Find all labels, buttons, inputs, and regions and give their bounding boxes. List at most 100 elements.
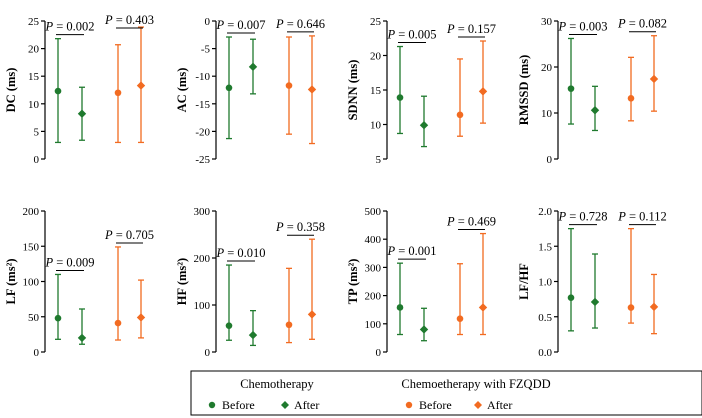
median-marker-before <box>396 94 404 101</box>
y-tick-label: 100 <box>23 277 40 289</box>
legend-fzqdd-before-label: Before <box>419 398 452 412</box>
y-tick-label: 0 <box>205 347 211 359</box>
median-marker-after <box>136 81 146 90</box>
median-marker-before <box>396 304 404 311</box>
p-value-fzqdd: P = 0.157 <box>446 22 496 36</box>
y-tick-label: 0.5 <box>538 312 552 324</box>
legend-fzqdd-title: Chemoetherapy with FZQDD <box>401 377 550 391</box>
median-marker-after <box>478 303 488 312</box>
median-marker-after <box>307 85 317 94</box>
legend-fzqdd-after-label: After <box>487 398 512 412</box>
y-tick-label: 300 <box>365 262 382 274</box>
p-value-fzqdd: P = 0.705 <box>104 228 154 242</box>
median-marker-before <box>567 85 575 92</box>
legend-chemo-title: Chemotherapy <box>240 377 314 391</box>
y-tick-label: -5 <box>201 44 211 56</box>
y-tick-label: 25 <box>28 16 40 28</box>
y-tick-label: 100 <box>365 319 382 331</box>
y-tick-label: 50 <box>28 312 40 324</box>
median-marker-before <box>285 82 293 89</box>
p-value-fzqdd: P = 0.112 <box>617 210 667 224</box>
median-marker-before <box>54 87 62 95</box>
y-axis-label: RMSSD (ms) <box>517 55 531 125</box>
median-marker-before <box>54 314 62 322</box>
y-tick-label: 200 <box>365 291 382 303</box>
median-marker-after <box>478 87 488 96</box>
legend-fzqdd-after-marker <box>474 401 482 409</box>
legend-chemo-after-marker <box>281 401 289 409</box>
y-tick-label: 400 <box>365 234 382 246</box>
p-value-fzqdd: P = 0.469 <box>446 215 496 229</box>
y-tick-label: 25 <box>370 16 382 28</box>
median-marker-after <box>649 302 659 312</box>
median-marker-after <box>77 109 87 118</box>
p-value-fzqdd: P = 0.082 <box>617 17 667 31</box>
chart-panel-1: DC (ms) 0 5 10 15 20 25 P = 0.002 P = 0.403 <box>4 13 154 166</box>
legend-chemo-before-marker <box>208 401 216 409</box>
p-value-chemo: P = 0.007 <box>215 18 265 32</box>
y-axis-label: HF (ms²) <box>175 258 189 305</box>
y-tick-label: 500 <box>365 206 382 218</box>
chart-panel-8: LF/HF 0.0 0.5 1.0 1.5 2.0 P = 0.728 P = 0.112 <box>517 206 667 359</box>
p-value-chemo: P = 0.002 <box>44 20 94 34</box>
y-tick-label: 10 <box>370 120 382 132</box>
y-tick-label: 15 <box>28 71 40 83</box>
y-tick-label: 20 <box>370 51 382 63</box>
chart-panel-2: AC (ms) -25 -20 -15 -10 -5 0 P = 0.007 P = 0.646 <box>175 16 325 166</box>
y-tick-label: 5 <box>34 126 40 138</box>
median-marker-before <box>114 89 122 97</box>
y-tick-label: -20 <box>195 126 210 138</box>
y-tick-label: 0 <box>34 347 40 359</box>
median-marker-before <box>285 321 293 329</box>
y-tick-label: 150 <box>23 241 40 253</box>
y-tick-label: -25 <box>195 154 210 166</box>
median-marker-after <box>307 310 317 319</box>
p-value-chemo: P = 0.728 <box>557 210 607 224</box>
median-marker-after <box>419 325 429 334</box>
legend-chemo-before-label: Before <box>222 398 255 412</box>
median-marker-before <box>567 294 575 302</box>
y-axis-label: SDNN (ms) <box>346 60 360 121</box>
y-tick-label: 10 <box>28 99 40 111</box>
chart-panel-7: TP (ms²) 0 100 200 300 400 500 P = 0.001 P = 0.4… <box>346 206 496 359</box>
y-tick-label: -10 <box>195 71 210 83</box>
p-value-chemo: P = 0.009 <box>44 255 94 269</box>
chart-panels: DC (ms) 0 5 10 15 20 25 P = 0.002 P = 0.403 AC (m… <box>4 13 667 359</box>
y-tick-label: 0 <box>34 154 40 166</box>
p-value-fzqdd: P = 0.403 <box>104 13 154 27</box>
y-axis-label: LF (ms²) <box>4 259 18 305</box>
median-marker-after <box>590 297 600 307</box>
median-marker-after <box>248 62 258 72</box>
median-marker-after <box>590 106 600 115</box>
y-tick-label: 0 <box>205 16 211 28</box>
median-marker-after <box>419 120 429 130</box>
legend-fzqdd-before-marker <box>405 401 413 409</box>
y-tick-label: 100 <box>194 300 211 312</box>
median-marker-before <box>225 322 233 329</box>
p-value-fzqdd: P = 0.646 <box>275 17 325 31</box>
median-marker-after <box>136 313 146 322</box>
median-marker-before <box>627 94 635 102</box>
chart-panel-4: RMSSD (ms) 0 10 20 30 P = 0.003 P = 0.082 <box>517 16 667 166</box>
p-value-chemo: P = 0.003 <box>557 19 607 33</box>
y-axis-label: LF/HF <box>517 263 531 300</box>
y-tick-label: 0 <box>376 347 382 359</box>
median-marker-after <box>649 74 659 84</box>
y-tick-label: 1.5 <box>538 241 552 253</box>
median-marker-before <box>456 315 464 323</box>
y-axis-label: TP (ms²) <box>346 259 360 305</box>
y-tick-label: 20 <box>28 44 40 56</box>
median-marker-before <box>114 319 122 327</box>
p-value-fzqdd: P = 0.358 <box>275 220 325 234</box>
legend-box <box>190 370 702 416</box>
median-marker-before <box>225 84 233 92</box>
y-tick-label: 15 <box>370 85 382 97</box>
median-marker-before <box>627 304 635 311</box>
y-tick-label: 300 <box>194 206 211 218</box>
y-tick-label: 10 <box>541 108 553 120</box>
chart-panel-5: LF (ms²) 0 50 100 150 200 P = 0.009 P = 0.705 <box>4 206 154 359</box>
y-tick-label: 200 <box>23 206 40 218</box>
y-tick-label: 2.0 <box>538 206 552 218</box>
y-tick-label: 200 <box>194 253 211 265</box>
